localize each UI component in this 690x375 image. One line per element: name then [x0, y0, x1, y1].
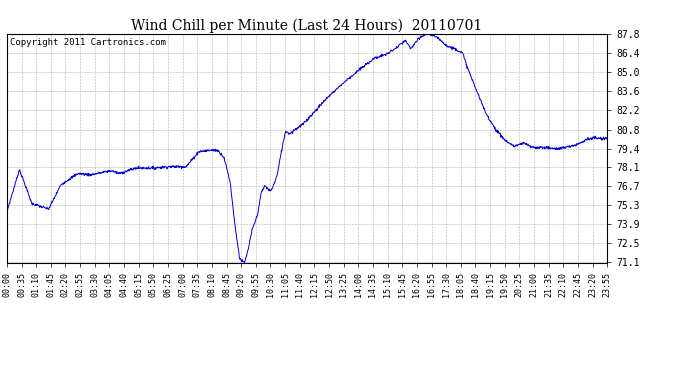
Title: Wind Chill per Minute (Last 24 Hours)  20110701: Wind Chill per Minute (Last 24 Hours) 20… [131, 18, 483, 33]
Text: Copyright 2011 Cartronics.com: Copyright 2011 Cartronics.com [10, 38, 166, 47]
